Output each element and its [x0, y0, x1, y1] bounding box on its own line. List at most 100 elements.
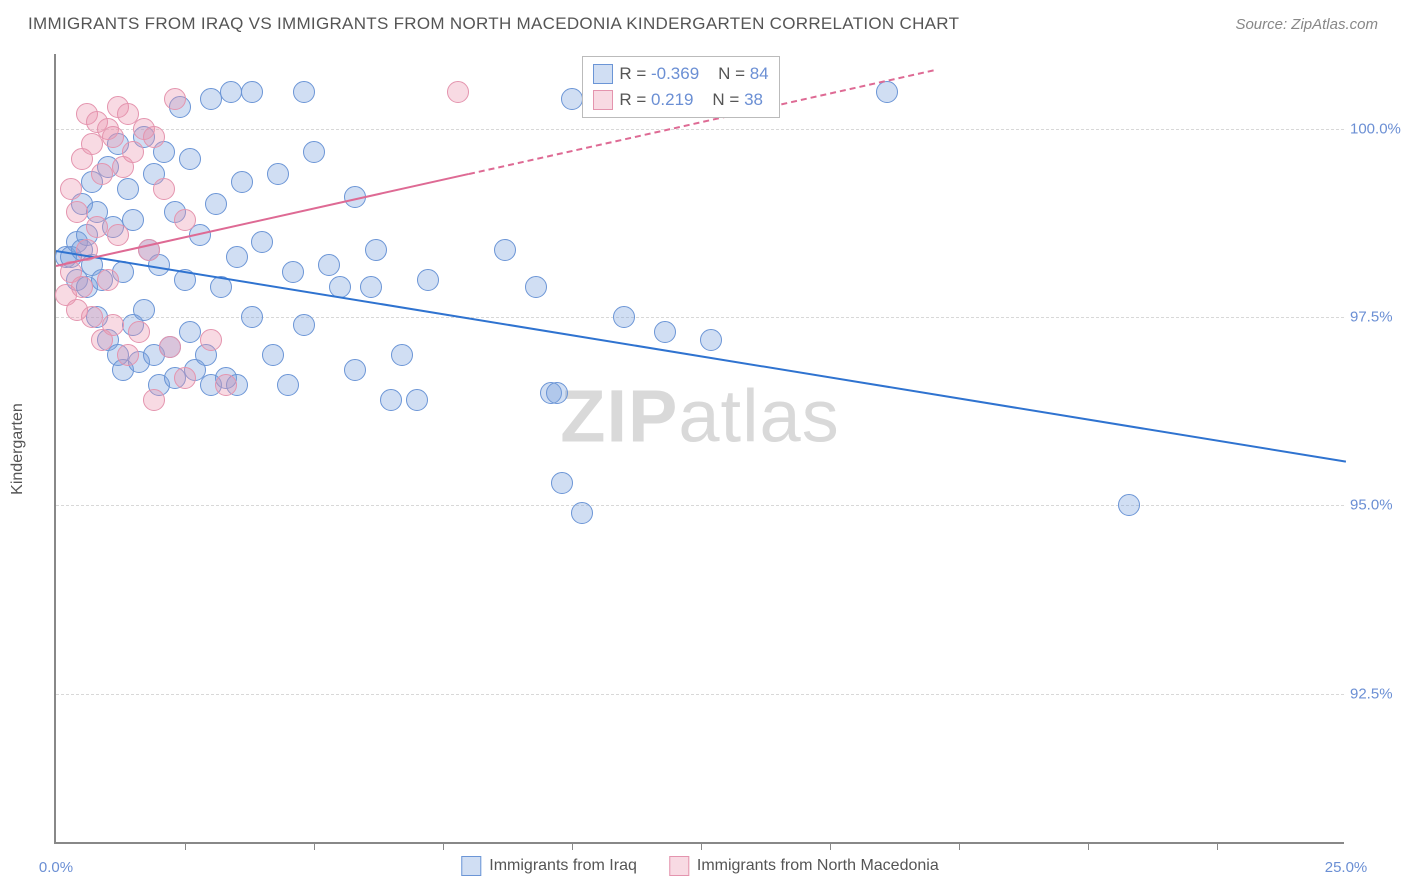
x-tick: [1088, 842, 1089, 850]
point-iraq: [380, 389, 402, 411]
point-iraq: [293, 314, 315, 336]
point-macedonia: [143, 389, 165, 411]
point-iraq: [179, 321, 201, 343]
legend-swatch: [669, 856, 689, 876]
point-iraq: [200, 88, 222, 110]
point-macedonia: [60, 178, 82, 200]
legend-stats-text: R = 0.219 N = 38: [619, 90, 763, 110]
trend-line: [56, 250, 1346, 463]
point-macedonia: [81, 306, 103, 328]
point-macedonia: [107, 224, 129, 246]
point-iraq: [251, 231, 273, 253]
gridline: [56, 129, 1344, 130]
point-iraq: [365, 239, 387, 261]
point-iraq: [231, 171, 253, 193]
point-macedonia: [122, 141, 144, 163]
point-macedonia: [128, 321, 150, 343]
point-iraq: [613, 306, 635, 328]
point-iraq: [303, 141, 325, 163]
point-macedonia: [71, 276, 93, 298]
legend-stats-row: R = 0.219 N = 38: [593, 87, 768, 113]
x-tick: [701, 842, 702, 850]
x-tick: [443, 842, 444, 850]
legend-item: Immigrants from Iraq: [461, 856, 637, 876]
legend-bottom: Immigrants from Iraq Immigrants from Nort…: [461, 856, 938, 876]
point-iraq: [654, 321, 676, 343]
point-iraq: [226, 246, 248, 268]
point-iraq: [700, 329, 722, 351]
point-macedonia: [91, 163, 113, 185]
point-iraq: [525, 276, 547, 298]
legend-stats-text: R = -0.369 N = 84: [619, 64, 768, 84]
gridline: [56, 694, 1344, 695]
point-iraq: [876, 81, 898, 103]
y-tick-label: 92.5%: [1350, 685, 1404, 702]
point-iraq: [133, 299, 155, 321]
point-macedonia: [117, 344, 139, 366]
point-iraq: [546, 382, 568, 404]
point-iraq: [406, 389, 428, 411]
point-iraq: [571, 502, 593, 524]
point-macedonia: [164, 88, 186, 110]
point-macedonia: [153, 178, 175, 200]
gridline: [56, 505, 1344, 506]
point-iraq: [241, 81, 263, 103]
y-axis-label: Kindergarten: [9, 403, 27, 495]
point-macedonia: [97, 269, 119, 291]
point-iraq: [117, 178, 139, 200]
legend-stats-row: R = -0.369 N = 84: [593, 61, 768, 87]
x-tick-label: 25.0%: [1325, 859, 1368, 876]
point-iraq: [282, 261, 304, 283]
point-iraq: [293, 81, 315, 103]
watermark-atlas: atlas: [678, 375, 839, 458]
point-iraq: [344, 359, 366, 381]
point-iraq: [241, 306, 263, 328]
point-iraq: [551, 472, 573, 494]
legend-swatch: [593, 90, 613, 110]
legend-swatch: [593, 64, 613, 84]
point-macedonia: [102, 126, 124, 148]
y-tick-label: 97.5%: [1350, 309, 1404, 326]
legend-stats: R = -0.369 N = 84 R = 0.219 N = 38: [582, 56, 779, 118]
x-tick-label: 0.0%: [39, 859, 73, 876]
chart-title: IMMIGRANTS FROM IRAQ VS IMMIGRANTS FROM …: [28, 14, 959, 34]
point-macedonia: [102, 314, 124, 336]
point-macedonia: [447, 81, 469, 103]
plot-area: ZIPatlas 100.0%97.5%95.0%92.5%0.0%25.0% …: [54, 54, 1344, 844]
point-macedonia: [174, 367, 196, 389]
point-iraq: [318, 254, 340, 276]
point-iraq: [494, 239, 516, 261]
legend-item-label: Immigrants from North Macedonia: [697, 857, 939, 875]
point-macedonia: [86, 216, 108, 238]
watermark: ZIPatlas: [560, 374, 839, 459]
point-iraq: [360, 276, 382, 298]
y-tick-label: 100.0%: [1350, 121, 1404, 138]
point-macedonia: [66, 201, 88, 223]
x-tick: [1217, 842, 1218, 850]
x-tick: [314, 842, 315, 850]
point-iraq: [179, 148, 201, 170]
point-macedonia: [174, 209, 196, 231]
point-iraq: [417, 269, 439, 291]
x-tick: [830, 842, 831, 850]
point-iraq: [220, 81, 242, 103]
point-iraq: [205, 193, 227, 215]
point-iraq: [277, 374, 299, 396]
point-iraq: [391, 344, 413, 366]
point-macedonia: [215, 374, 237, 396]
watermark-zip: ZIP: [560, 375, 678, 458]
point-macedonia: [143, 126, 165, 148]
x-tick: [959, 842, 960, 850]
point-iraq: [561, 88, 583, 110]
point-iraq: [267, 163, 289, 185]
y-tick-label: 95.0%: [1350, 497, 1404, 514]
x-tick: [572, 842, 573, 850]
legend-swatch: [461, 856, 481, 876]
legend-item-label: Immigrants from Iraq: [489, 857, 637, 875]
legend-item: Immigrants from North Macedonia: [669, 856, 939, 876]
x-tick: [185, 842, 186, 850]
chart-container: Kindergarten ZIPatlas 100.0%97.5%95.0%92…: [54, 54, 1344, 844]
source-attribution: Source: ZipAtlas.com: [1235, 16, 1378, 33]
point-macedonia: [200, 329, 222, 351]
point-iraq: [1118, 494, 1140, 516]
